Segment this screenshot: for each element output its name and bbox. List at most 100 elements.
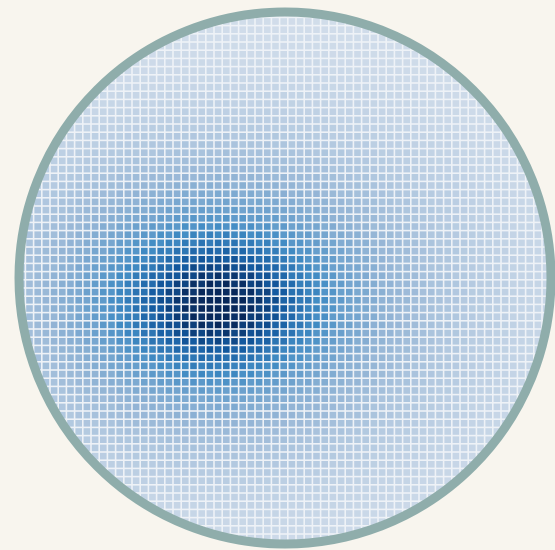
cell	[223, 461, 230, 468]
cell	[206, 420, 214, 427]
cell	[460, 346, 468, 353]
cell	[411, 133, 419, 140]
cell	[444, 280, 451, 288]
cell	[231, 321, 238, 329]
cell	[206, 116, 214, 124]
cell	[452, 198, 460, 206]
cell	[411, 67, 419, 74]
cell	[198, 141, 205, 148]
cell	[255, 51, 263, 58]
cell	[485, 428, 492, 435]
cell	[214, 198, 222, 206]
cell	[247, 288, 255, 296]
cell	[100, 329, 107, 337]
cell	[173, 510, 181, 517]
cell	[354, 346, 361, 353]
cell	[157, 198, 164, 206]
cell	[34, 239, 41, 247]
cell	[231, 59, 238, 66]
cell	[132, 165, 140, 173]
cell	[501, 190, 509, 197]
cell	[493, 149, 501, 156]
cell	[280, 370, 287, 378]
cell	[100, 108, 107, 115]
cell	[108, 452, 115, 460]
cell	[469, 428, 476, 435]
cell	[518, 272, 525, 279]
cell	[305, 67, 312, 74]
cell	[100, 436, 107, 443]
cell	[100, 280, 107, 288]
cell	[419, 379, 427, 386]
cell	[190, 256, 197, 263]
cell	[329, 223, 337, 230]
cell	[337, 469, 345, 476]
cell	[428, 305, 435, 312]
cell	[444, 165, 451, 173]
cell	[378, 444, 386, 452]
cell	[157, 477, 164, 484]
cell	[337, 141, 345, 148]
cell	[403, 92, 410, 99]
cell	[173, 297, 181, 304]
cell	[206, 338, 214, 345]
cell	[132, 420, 140, 427]
cell	[542, 272, 550, 279]
cell	[370, 518, 378, 525]
cell	[198, 313, 205, 320]
cell	[510, 321, 517, 329]
cell	[419, 403, 427, 411]
cell	[264, 92, 271, 99]
cell	[378, 411, 386, 419]
cell	[223, 403, 230, 411]
cell	[83, 198, 91, 206]
cell	[67, 362, 74, 370]
cell	[436, 231, 443, 238]
cell	[247, 420, 255, 427]
cell	[518, 182, 525, 189]
cell	[387, 116, 394, 124]
cell	[124, 395, 132, 402]
cell	[411, 379, 419, 386]
cell	[452, 436, 460, 443]
cell	[370, 403, 378, 411]
cell	[108, 100, 115, 107]
cell	[173, 231, 181, 238]
cell	[42, 239, 50, 247]
cell	[313, 444, 320, 452]
cell	[395, 83, 402, 91]
cell	[305, 510, 312, 517]
cell	[157, 264, 164, 271]
cell	[280, 108, 287, 115]
cell	[469, 124, 476, 132]
cell	[231, 370, 238, 378]
cell	[247, 338, 255, 345]
cell	[305, 518, 312, 525]
cell	[108, 247, 115, 255]
cell	[182, 272, 189, 279]
cell	[329, 272, 337, 279]
cell	[387, 149, 394, 156]
cell	[50, 231, 58, 238]
cell	[272, 436, 279, 443]
cell	[26, 321, 33, 329]
cell	[165, 280, 173, 288]
cell	[190, 108, 197, 115]
cell	[378, 256, 386, 263]
cell	[321, 83, 328, 91]
cell	[239, 420, 246, 427]
cell	[362, 83, 369, 91]
cell	[247, 477, 255, 484]
cell	[272, 444, 279, 452]
cell	[321, 469, 328, 476]
cell	[272, 411, 279, 419]
cell	[510, 305, 517, 312]
cell	[255, 231, 263, 238]
cell	[419, 108, 427, 115]
cell	[313, 461, 320, 468]
cell	[132, 247, 140, 255]
cell	[526, 272, 533, 279]
cell	[419, 461, 427, 468]
cell	[542, 264, 550, 271]
cell	[124, 305, 132, 312]
